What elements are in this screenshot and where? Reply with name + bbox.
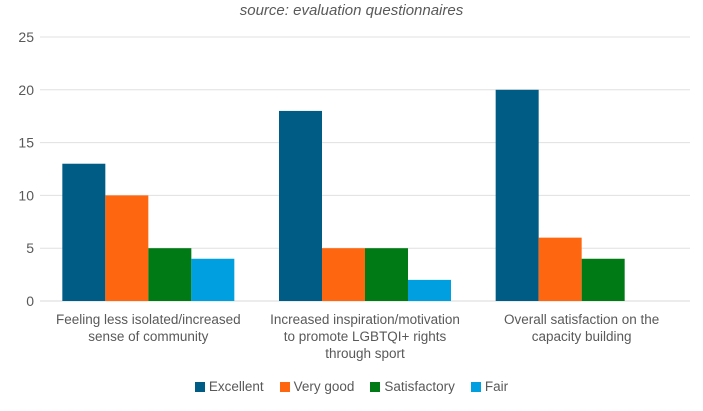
x-category-label-line: Increased inspiration/motivation bbox=[270, 312, 460, 327]
x-category-label: Feeling less isolated/increased sense of … bbox=[43, 311, 253, 345]
y-tick-label: 5 bbox=[26, 240, 34, 256]
legend-label: Fair bbox=[484, 379, 509, 394]
bar-very-good bbox=[322, 248, 365, 301]
x-category-label-line: capacity building bbox=[531, 329, 632, 344]
legend-item: Excellent bbox=[194, 379, 264, 394]
x-category-label-line: through sport bbox=[325, 346, 405, 361]
x-category-label-line: sense of community bbox=[88, 329, 209, 344]
chart-legend: Excellent Very good Satisfactory Fair bbox=[0, 379, 703, 394]
y-tick-label: 0 bbox=[26, 293, 34, 309]
bar-very-good bbox=[105, 195, 149, 301]
legend-label: Very good bbox=[293, 379, 355, 394]
bar-fair bbox=[191, 258, 235, 301]
chart-subtitle: source: evaluation questionnaires bbox=[239, 2, 464, 19]
x-category-label-line: to promote LGBTQI+ rights bbox=[283, 329, 447, 344]
y-tick-label: 10 bbox=[18, 187, 34, 203]
y-tick-label: 15 bbox=[18, 135, 34, 151]
legend-item: Very good bbox=[279, 379, 355, 394]
bar-satisfactory bbox=[365, 248, 408, 301]
y-tick-label: 20 bbox=[18, 82, 34, 98]
legend-swatch bbox=[279, 381, 290, 392]
x-category-label-line: Overall satisfaction on the bbox=[503, 312, 660, 327]
legend-label: Satisfactory bbox=[384, 379, 455, 394]
bar-excellent bbox=[62, 163, 106, 301]
legend-swatch bbox=[470, 381, 481, 392]
bar-excellent bbox=[495, 89, 539, 301]
legend-swatch bbox=[370, 381, 381, 392]
bar-excellent bbox=[279, 110, 322, 301]
bar-satisfactory bbox=[148, 248, 192, 301]
legend-item: Satisfactory bbox=[370, 379, 455, 394]
legend-swatch bbox=[194, 381, 205, 392]
y-tick-label: 25 bbox=[18, 29, 34, 45]
bar-satisfactory bbox=[581, 258, 625, 301]
legend-label: Excellent bbox=[208, 379, 264, 394]
legend-item: Fair bbox=[470, 379, 509, 394]
x-category-label-line: Feeling less isolated/increased bbox=[56, 312, 241, 327]
bar-fair bbox=[408, 279, 451, 301]
bar-very-good bbox=[538, 237, 582, 301]
x-category-label: Overall satisfaction on the capacity buil… bbox=[477, 311, 687, 345]
x-category-label: Increased inspiration/motivation to promo… bbox=[260, 311, 470, 362]
